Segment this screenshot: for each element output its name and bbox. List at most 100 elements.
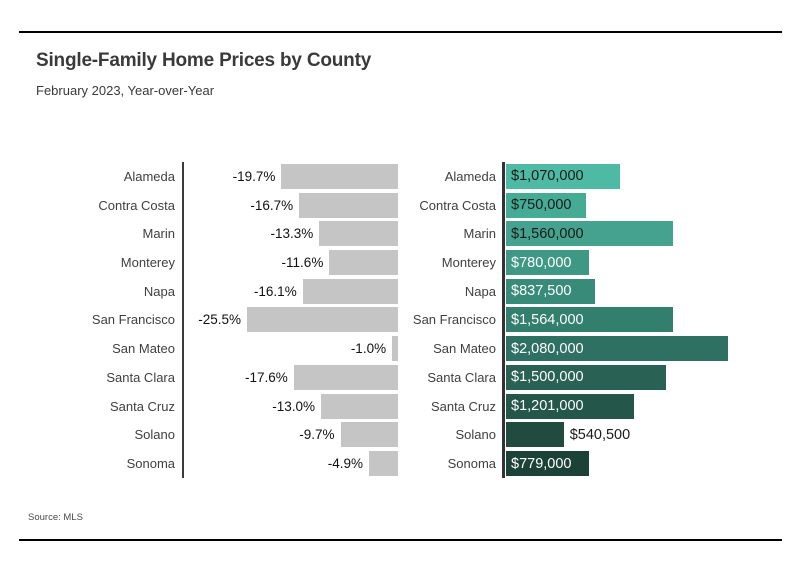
price-bar xyxy=(506,307,673,333)
category-label: San Francisco xyxy=(412,312,496,328)
pct-bar xyxy=(340,422,398,448)
price-bar xyxy=(506,451,590,477)
bar-row: -17.6% xyxy=(184,363,398,392)
bar-row: Napa xyxy=(400,277,496,306)
price-value-label: $780,000 xyxy=(511,254,572,271)
bar-row: $837,500 xyxy=(506,277,796,306)
pct-bar xyxy=(302,278,398,304)
category-label: Solano xyxy=(455,427,496,443)
category-label: Napa xyxy=(143,283,175,299)
bar-row: Solano xyxy=(400,421,496,450)
price-bar xyxy=(506,278,596,304)
category-label: Marin xyxy=(142,226,175,242)
price-value-label: $540,500 xyxy=(569,426,631,443)
price-value-label: $1,201,000 xyxy=(511,398,584,415)
bar-row: -1.0% xyxy=(184,334,398,363)
pct-value-label: -19.7% xyxy=(232,168,276,184)
bar-row: San Mateo xyxy=(400,334,496,363)
bar-row: Marin xyxy=(19,219,175,248)
bar-row: $1,500,000 xyxy=(506,363,796,392)
bar-row: -13.0% xyxy=(184,392,398,421)
bar-row: $1,560,000 xyxy=(506,219,796,248)
pct-value-label: -13.3% xyxy=(270,226,314,242)
pct-change-bars: -19.7% -16.7% -13.3% -11.6% -16.1% -25.5% -1.0… xyxy=(184,162,398,478)
category-label: Napa xyxy=(464,283,496,299)
pct-value-label: -17.6% xyxy=(245,369,288,385)
bar-row: Sonoma xyxy=(400,449,496,478)
pct-bar xyxy=(319,221,398,247)
category-label: Santa Clara xyxy=(427,369,496,385)
pct-value-label: -25.5% xyxy=(198,312,242,328)
bar-row: -16.7% xyxy=(184,191,398,220)
bar-row: $1,564,000 xyxy=(506,306,796,335)
price-value-label: $1,564,000 xyxy=(511,311,584,328)
price-bar xyxy=(506,221,673,247)
pct-value-label: -13.0% xyxy=(272,398,316,414)
bar-row: Santa Clara xyxy=(19,363,175,392)
bar-row: $1,201,000 xyxy=(506,392,796,421)
price-bars: $1,070,000 $750,000 $1,560,000 $780,000 $837… xyxy=(506,162,796,478)
category-label: Santa Cruz xyxy=(430,398,496,414)
pct-value-label: -11.6% xyxy=(281,255,324,271)
bar-row: -11.6% xyxy=(184,248,398,277)
bar-row: $540,500 xyxy=(506,421,796,450)
price-value-label: $2,080,000 xyxy=(511,340,584,357)
pct-value-label: -16.1% xyxy=(253,283,297,299)
category-label: San Francisco xyxy=(91,312,175,328)
bottom-rule xyxy=(19,539,782,541)
bar-row: San Francisco xyxy=(19,306,175,335)
bar-row: Santa Cruz xyxy=(400,392,496,421)
price-value-label: $750,000 xyxy=(511,197,572,214)
bar-row: Santa Cruz xyxy=(19,392,175,421)
price-bar xyxy=(506,250,590,276)
price-bar xyxy=(506,422,564,448)
price-value-label: $779,000 xyxy=(511,455,572,472)
category-label: Alameda xyxy=(123,168,175,184)
bar-row: -13.3% xyxy=(184,219,398,248)
price-bar xyxy=(506,336,728,362)
bar-row: Sonoma xyxy=(19,449,175,478)
price-value-label: $1,070,000 xyxy=(511,168,584,185)
bar-row: Alameda xyxy=(400,162,496,191)
pct-bar xyxy=(321,393,398,419)
category-label: San Mateo xyxy=(112,341,175,357)
category-label: Sonoma xyxy=(447,456,496,472)
pct-bar xyxy=(281,163,398,189)
right-axis-line xyxy=(502,162,505,478)
category-label: Marin xyxy=(463,226,496,242)
bar-row: -9.7% xyxy=(184,421,398,450)
category-label: Alameda xyxy=(444,168,496,184)
pct-bar xyxy=(369,451,398,477)
category-label: Sonoma xyxy=(126,456,175,472)
pct-value-label: -4.9% xyxy=(327,456,363,472)
bar-row: Monterey xyxy=(19,248,175,277)
price-bar xyxy=(506,364,667,390)
bar-row: -16.1% xyxy=(184,277,398,306)
pct-value-label: -16.7% xyxy=(250,197,294,213)
pct-value-label: -1.0% xyxy=(350,341,387,357)
category-label: Contra Costa xyxy=(98,197,175,213)
bar-row: $750,000 xyxy=(506,191,796,220)
category-label: Santa Clara xyxy=(106,369,175,385)
bar-row: Napa xyxy=(19,277,175,306)
category-label: Santa Cruz xyxy=(109,398,175,414)
pct-bar xyxy=(329,250,398,276)
pct-bar xyxy=(247,307,398,333)
pct-value-label: -9.7% xyxy=(299,427,335,443)
bar-row: Monterey xyxy=(400,248,496,277)
bar-row: Contra Costa xyxy=(400,191,496,220)
category-label: San Mateo xyxy=(433,341,496,357)
bar-row: $780,000 xyxy=(506,248,796,277)
price-value-label: $1,500,000 xyxy=(511,369,584,386)
right-category-labels: Alameda Contra Costa Marin Monterey Napa San … xyxy=(400,162,496,478)
price-value-label: $837,500 xyxy=(511,283,572,300)
bar-row: San Francisco xyxy=(400,306,496,335)
source-note: Source: MLS xyxy=(28,512,83,523)
top-rule xyxy=(19,31,782,33)
bar-row: $2,080,000 xyxy=(506,334,796,363)
category-label: Monterey xyxy=(120,255,175,271)
category-label: Monterey xyxy=(441,255,496,271)
bar-row: -25.5% xyxy=(184,306,398,335)
bar-row: Contra Costa xyxy=(19,191,175,220)
